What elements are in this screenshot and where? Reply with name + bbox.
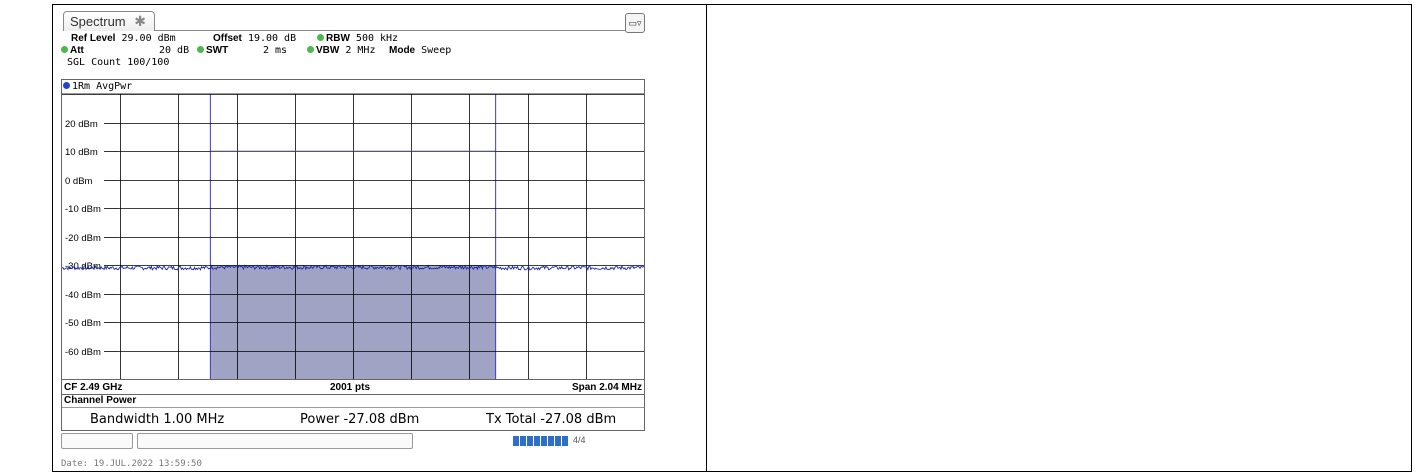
y-tick-label: 0 dBm <box>65 176 93 187</box>
att-coupled-icon <box>61 46 68 53</box>
tab-underline <box>155 30 645 31</box>
channel-power-panel: Channel Power Bandwidth 1.00 MHz Power -… <box>61 395 645 431</box>
vbw-label: VBW <box>316 45 340 56</box>
power-value: -27.08 dBm <box>343 412 420 427</box>
date-line: Date: 19.JUL.2022 13:59:50 <box>61 459 202 469</box>
swt-label: SWT <box>206 45 229 56</box>
spectrum-analyzer-panel: Spectrum ✱ ▭▿ Ref Level 29.00 dBm Offset… <box>61 9 645 451</box>
bandwidth-label: Bandwidth <box>90 412 160 427</box>
star-icon: ✱ <box>134 13 146 29</box>
ref-level-value: 29.00 dBm <box>121 33 176 44</box>
table-divider <box>706 5 707 471</box>
att-value: 20 dB <box>159 45 190 56</box>
y-tick-label: -30 dBm <box>65 261 101 272</box>
sgl-count: SGL Count 100/100 <box>67 57 170 68</box>
tx-total-label: Tx Total <box>486 412 537 427</box>
ref-level-label: Ref Level <box>71 33 116 44</box>
power-readout: Power -27.08 dBm <box>300 412 419 427</box>
offset-value: 19.00 dB <box>247 33 297 44</box>
menu-icon: ▭▿ <box>628 18 642 28</box>
status-field-2[interactable] <box>137 433 413 449</box>
y-tick-label: -60 dBm <box>65 347 101 358</box>
bandwidth-readout: Bandwidth 1.00 MHz <box>90 412 224 427</box>
trace-label-divider <box>62 93 644 94</box>
trace-indicator-icon <box>63 82 70 89</box>
swt-value: 2 ms <box>263 45 288 56</box>
span-value: Span 2.04 MHz <box>571 382 642 393</box>
menu-button[interactable]: ▭▿ <box>625 13 645 33</box>
rbw-coupled-icon <box>317 34 324 41</box>
status-field-1[interactable] <box>61 433 133 449</box>
channel-power-divider <box>62 407 644 408</box>
offset-label: Offset <box>213 33 242 44</box>
rbw-label: RBW <box>326 33 350 44</box>
att-label: Att <box>70 45 84 56</box>
plot-footer: CF 2.49 GHz 2001 pts Span 2.04 MHz <box>62 379 644 395</box>
trace-label: 1Rm AvgPwr <box>63 81 132 92</box>
rbw-value: 500 kHz <box>355 33 399 44</box>
y-tick-label: -10 dBm <box>65 204 101 215</box>
spectrum-trace <box>62 264 644 271</box>
channel-power-title: Channel Power <box>64 395 137 406</box>
y-tick-label: -40 dBm <box>65 290 101 301</box>
power-label: Power <box>300 412 340 427</box>
status-bar: 4/4 <box>61 433 645 449</box>
vbw-coupled-icon <box>307 46 314 53</box>
spectrum-chart: 20 dBm 10 dBm 0 dBm -10 dBm -20 dBm -30 dBm -4… <box>62 94 644 379</box>
channel-power-fill <box>210 265 496 379</box>
mode-label: Mode <box>389 45 416 56</box>
tx-total-value: -27.08 dBm <box>540 412 617 427</box>
bandwidth-value: 1.00 MHz <box>163 412 225 427</box>
outer-table: Spectrum ✱ ▭▿ Ref Level 29.00 dBm Offset… <box>52 4 1412 472</box>
y-tick-label: -50 dBm <box>65 318 101 329</box>
vbw-value: 2 MHz <box>345 45 376 56</box>
tx-total-readout: Tx Total -27.08 dBm <box>486 412 616 427</box>
tab-title: Spectrum <box>70 14 126 29</box>
sweep-progress-bar <box>513 436 568 446</box>
center-frequency: CF 2.49 GHz <box>64 382 123 393</box>
swt-coupled-icon <box>197 46 204 53</box>
spectrum-plot[interactable]: 1Rm AvgPwr 20 dBm 10 dBm 0 dBm -10 dBm -20 d… <box>61 79 645 395</box>
y-tick-label: 20 dBm <box>65 119 98 130</box>
sweep-points: 2001 pts <box>330 382 371 393</box>
tab-spectrum[interactable]: Spectrum ✱ <box>63 11 155 31</box>
trace-label-text: 1Rm AvgPwr <box>72 81 133 92</box>
mode-value: Sweep <box>421 45 452 56</box>
sweep-status-text: 4/4 <box>573 435 586 445</box>
y-tick-label: -20 dBm <box>65 233 101 244</box>
y-tick-label: 10 dBm <box>65 147 98 158</box>
